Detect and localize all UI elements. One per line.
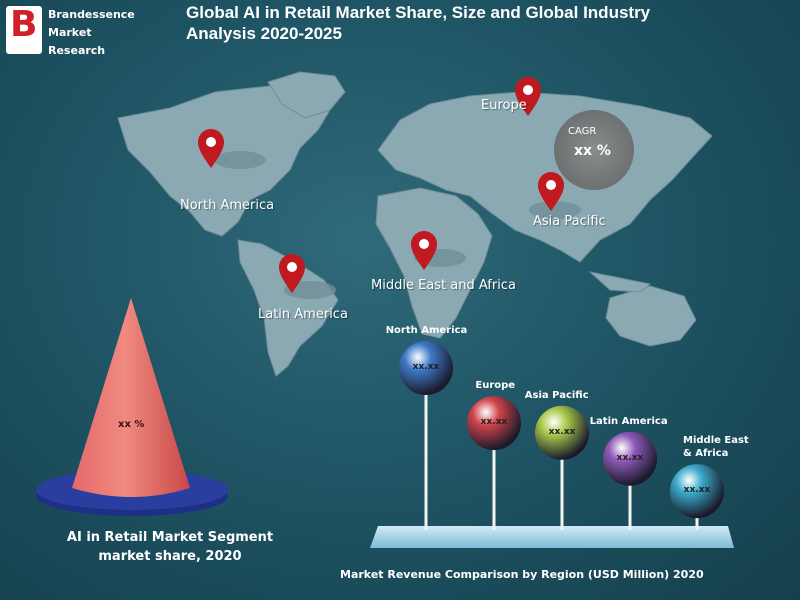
cagr-title: CAGR xyxy=(568,126,597,137)
segment-value: xx % xyxy=(118,419,145,430)
label-asia-pacific: Asia Pacific xyxy=(533,214,606,229)
bar-platform xyxy=(370,526,734,548)
chart-ball xyxy=(535,405,589,460)
chart-ball xyxy=(467,396,521,451)
pin-icon-north-america xyxy=(198,129,224,168)
pin-icon-latin-america xyxy=(279,254,305,293)
chart-category-label: North America xyxy=(385,325,468,336)
brand-logo: B Brandessence Market Research xyxy=(0,0,135,60)
segment-cone xyxy=(36,298,228,516)
logo-mark xyxy=(6,6,42,54)
page-title: Global AI in Retail Market Share, Size a… xyxy=(186,3,651,43)
chart-title: Market Revenue Comparison by Region (USD… xyxy=(340,568,704,581)
map-australia xyxy=(605,285,697,347)
pin-icon-asia-pacific xyxy=(538,172,564,211)
label-north-america: North America xyxy=(180,198,275,213)
logo-line-2: Market xyxy=(48,26,92,39)
pin-icon-mea xyxy=(411,231,437,270)
pin-icon-europe xyxy=(515,77,541,116)
label-latin-america: Latin America xyxy=(258,307,348,322)
map-indonesia xyxy=(588,271,652,293)
chart-ball xyxy=(603,431,657,486)
chart-ball xyxy=(399,341,453,395)
logo-line-1: Brandessence xyxy=(48,8,135,21)
logo-letter-icon: B xyxy=(10,4,38,45)
segment-caption-line-1: AI in Retail Market Segment xyxy=(66,530,274,545)
cagr-value: xx % xyxy=(574,143,611,159)
chart-category-label: Asia Pacific xyxy=(524,389,589,401)
label-mea: Middle East and Africa xyxy=(371,278,516,293)
chart-plot xyxy=(399,341,724,530)
cone-body xyxy=(72,298,190,497)
logo-line-3: Research xyxy=(48,44,106,57)
chart-value-label: xx.xx xyxy=(480,417,508,428)
segment-caption: AI in Retail Market Segment market share… xyxy=(60,528,280,566)
segment-caption-line-2: market share, 2020 xyxy=(98,549,242,564)
chart-category-label: Latin America xyxy=(589,415,668,427)
chart-ball xyxy=(670,464,724,519)
chart-category-label: Europe xyxy=(475,380,516,392)
label-europe: Europe xyxy=(481,98,527,113)
chart-value-label: xx.xx xyxy=(616,452,644,463)
chart-category-label: Middle East & Africa xyxy=(683,435,749,460)
map-pins xyxy=(198,77,564,293)
cagr-circle xyxy=(554,110,634,190)
chart-value-label: xx.xx xyxy=(412,362,440,372)
map-greenland xyxy=(267,71,346,119)
chart-value-label: xx.xx xyxy=(548,426,576,437)
chart-value-label: xx.xx xyxy=(683,485,711,496)
